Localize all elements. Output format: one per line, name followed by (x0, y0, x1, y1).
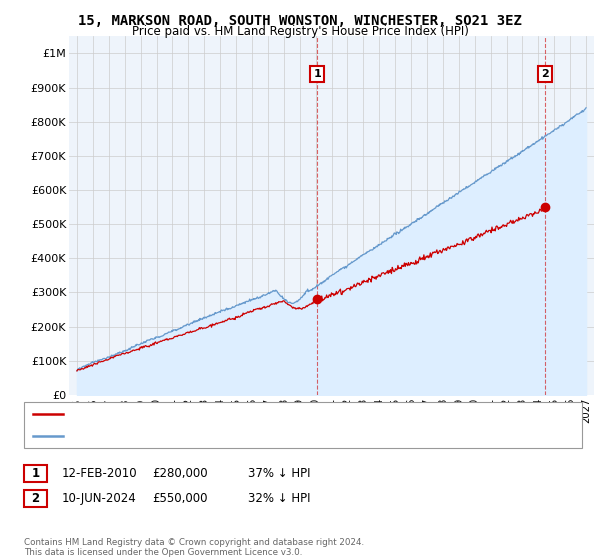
Text: 15, MARKSON ROAD, SOUTH WONSTON, WINCHESTER, SO21 3EZ (detached house): 15, MARKSON ROAD, SOUTH WONSTON, WINCHES… (69, 409, 487, 419)
Text: 1: 1 (31, 466, 40, 480)
Text: £550,000: £550,000 (152, 492, 208, 505)
Text: £280,000: £280,000 (152, 466, 208, 480)
Text: 12-FEB-2010: 12-FEB-2010 (62, 466, 137, 480)
Text: 1: 1 (313, 69, 321, 79)
Text: 2: 2 (542, 69, 550, 79)
Text: 15, MARKSON ROAD, SOUTH WONSTON, WINCHESTER, SO21 3EZ: 15, MARKSON ROAD, SOUTH WONSTON, WINCHES… (78, 14, 522, 28)
Text: HPI: Average price, detached house, Winchester: HPI: Average price, detached house, Winc… (69, 431, 310, 441)
Text: 2: 2 (31, 492, 40, 505)
Text: 32% ↓ HPI: 32% ↓ HPI (248, 492, 310, 505)
Text: 10-JUN-2024: 10-JUN-2024 (62, 492, 137, 505)
Text: 37% ↓ HPI: 37% ↓ HPI (248, 466, 310, 480)
Text: Contains HM Land Registry data © Crown copyright and database right 2024.
This d: Contains HM Land Registry data © Crown c… (24, 538, 364, 557)
Text: Price paid vs. HM Land Registry's House Price Index (HPI): Price paid vs. HM Land Registry's House … (131, 25, 469, 38)
